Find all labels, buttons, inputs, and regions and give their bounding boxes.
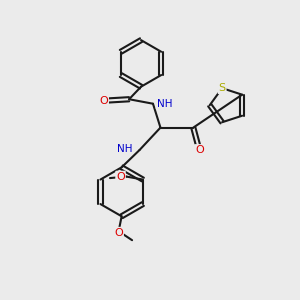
Text: O: O	[99, 96, 108, 106]
Text: NH: NH	[117, 143, 132, 154]
Text: S: S	[218, 83, 226, 93]
Text: O: O	[195, 145, 204, 155]
Text: NH: NH	[157, 99, 172, 109]
Text: O: O	[114, 228, 123, 238]
Text: O: O	[116, 172, 125, 182]
